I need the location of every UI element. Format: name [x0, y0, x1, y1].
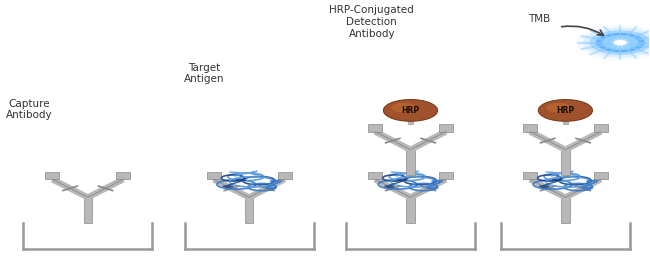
- Text: Target
Antigen: Target Antigen: [184, 63, 224, 84]
- Bar: [45, 172, 59, 179]
- Circle shape: [610, 38, 630, 47]
- Bar: [523, 124, 537, 132]
- Bar: [594, 172, 608, 179]
- Bar: [523, 172, 537, 179]
- Bar: [561, 150, 569, 176]
- Text: HRP: HRP: [402, 106, 419, 115]
- Circle shape: [384, 100, 437, 121]
- Bar: [116, 172, 131, 179]
- Bar: [594, 124, 608, 132]
- Bar: [368, 172, 382, 179]
- Circle shape: [590, 30, 650, 55]
- Bar: [439, 124, 453, 132]
- Bar: [245, 197, 254, 223]
- Bar: [406, 150, 415, 176]
- Circle shape: [602, 35, 638, 50]
- Circle shape: [614, 40, 627, 45]
- Text: HRP: HRP: [556, 106, 575, 115]
- Circle shape: [538, 100, 593, 121]
- Bar: [278, 172, 292, 179]
- Bar: [84, 197, 92, 223]
- Bar: [408, 121, 413, 124]
- Bar: [368, 124, 382, 132]
- Text: Capture
Antibody: Capture Antibody: [6, 99, 53, 120]
- Circle shape: [596, 33, 645, 52]
- Circle shape: [577, 25, 650, 60]
- Text: TMB: TMB: [528, 14, 551, 24]
- Circle shape: [583, 28, 650, 57]
- Text: HRP-Conjugated
Detection
Antibody: HRP-Conjugated Detection Antibody: [330, 5, 414, 38]
- Bar: [406, 197, 415, 223]
- Circle shape: [547, 103, 571, 113]
- Bar: [563, 121, 568, 124]
- Bar: [207, 172, 221, 179]
- Circle shape: [391, 103, 416, 113]
- Bar: [561, 197, 569, 223]
- Bar: [439, 172, 453, 179]
